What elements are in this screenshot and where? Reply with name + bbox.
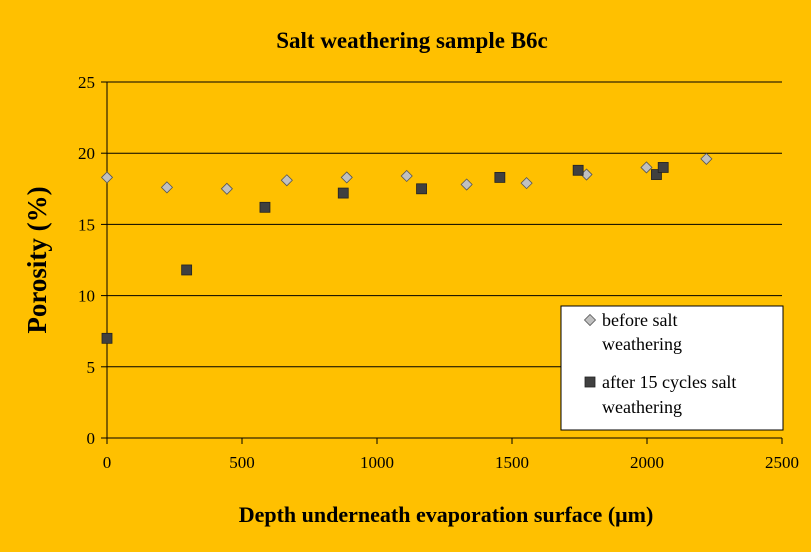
after-point (651, 169, 662, 180)
x-tick-label: 500 (229, 453, 255, 472)
legend-box (560, 305, 784, 431)
y-tick-label: 5 (87, 358, 96, 377)
before-point (640, 161, 653, 174)
legend: before salt weathering after 15 cycles sal… (560, 305, 784, 431)
x-axis-label: Depth underneath evaporation surface (μm… (239, 502, 654, 527)
after-point (416, 183, 427, 195)
x-tick-label: 1500 (495, 453, 529, 472)
y-tick-label: 10 (78, 287, 95, 306)
after-point (337, 187, 349, 199)
before-point (280, 174, 293, 187)
legend-marker (584, 376, 596, 388)
y-tick-label: 20 (78, 144, 95, 163)
after-point (657, 162, 669, 173)
y-axis-label: Porosity (%) (22, 186, 52, 333)
x-tick-label: 2500 (765, 453, 799, 472)
before-point (460, 178, 473, 191)
y-tick-label: 15 (78, 215, 95, 234)
y-tick-label: 0 (87, 429, 96, 448)
x-axis-tick-labels: 0 500 1000 1500 2000 2500 (103, 453, 799, 472)
before-point (340, 171, 353, 184)
after-point (259, 201, 271, 213)
before-point (100, 171, 114, 184)
after-point (572, 164, 584, 176)
data-points (100, 152, 713, 344)
legend-label: before salt (602, 310, 677, 330)
before-point (520, 177, 533, 190)
before-point (700, 152, 713, 165)
after-point (494, 172, 506, 183)
chart-title: Salt weathering sample B6c (276, 28, 548, 53)
before-point (220, 182, 233, 195)
before-point (400, 169, 413, 183)
after-point (181, 264, 193, 276)
legend-label: weathering (602, 334, 682, 354)
legend-marker (583, 313, 597, 327)
legend-label: weathering (602, 397, 682, 417)
before-point (160, 181, 174, 194)
y-axis-tick-labels: 0 5 10 15 20 25 (78, 73, 95, 448)
x-tick-label: 2000 (630, 453, 664, 472)
after-point (101, 332, 113, 344)
y-tick-label: 25 (78, 73, 95, 92)
x-tick-label: 1000 (360, 453, 394, 472)
x-tick-label: 0 (103, 453, 112, 472)
legend-label: after 15 cycles salt (602, 372, 736, 392)
axes (101, 81, 783, 444)
